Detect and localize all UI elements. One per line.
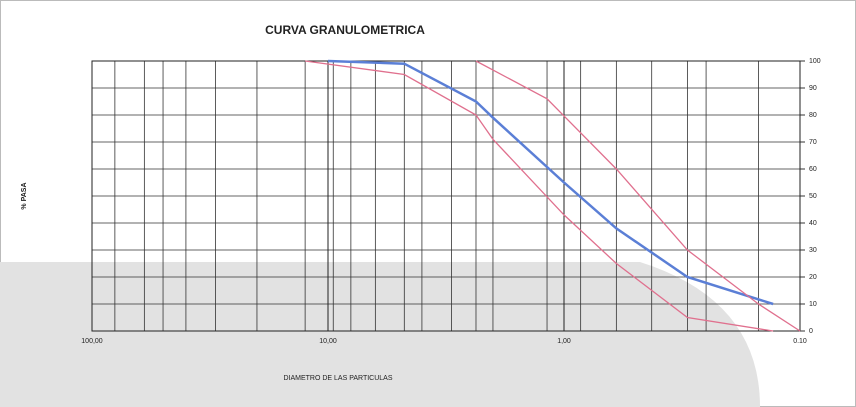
series-line <box>305 60 774 332</box>
y-tick-label: 10 <box>809 301 817 308</box>
x-tick-label: 1,00 <box>557 338 571 345</box>
y-tick-label: 50 <box>809 193 817 200</box>
x-tick-label: 100,00 <box>81 338 103 345</box>
scan-shadow <box>0 262 760 407</box>
x-tick-label: 10,00 <box>319 338 337 345</box>
y-tick-label: 70 <box>809 139 817 146</box>
y-tick-label: 80 <box>809 112 817 119</box>
y-tick-label: 20 <box>809 274 817 281</box>
chart-title: CURVA GRANULOMETRICA <box>265 23 425 37</box>
y-tick-label: 0 <box>809 328 813 335</box>
y-tick-label: 40 <box>809 220 817 227</box>
series-line <box>327 59 774 306</box>
series-line <box>475 60 801 332</box>
y-axis-label: % PASA <box>21 182 28 209</box>
y-tick-label: 100 <box>809 58 821 65</box>
x-tick-label: 0.10 <box>793 338 807 345</box>
plot-frame <box>91 60 801 332</box>
x-axis-label: DIAMETRO DE LAS PARTICULAS <box>283 375 392 382</box>
y-tick-label: 60 <box>809 166 817 173</box>
y-tick-label: 30 <box>809 247 817 254</box>
y-tick-label: 90 <box>809 85 817 92</box>
